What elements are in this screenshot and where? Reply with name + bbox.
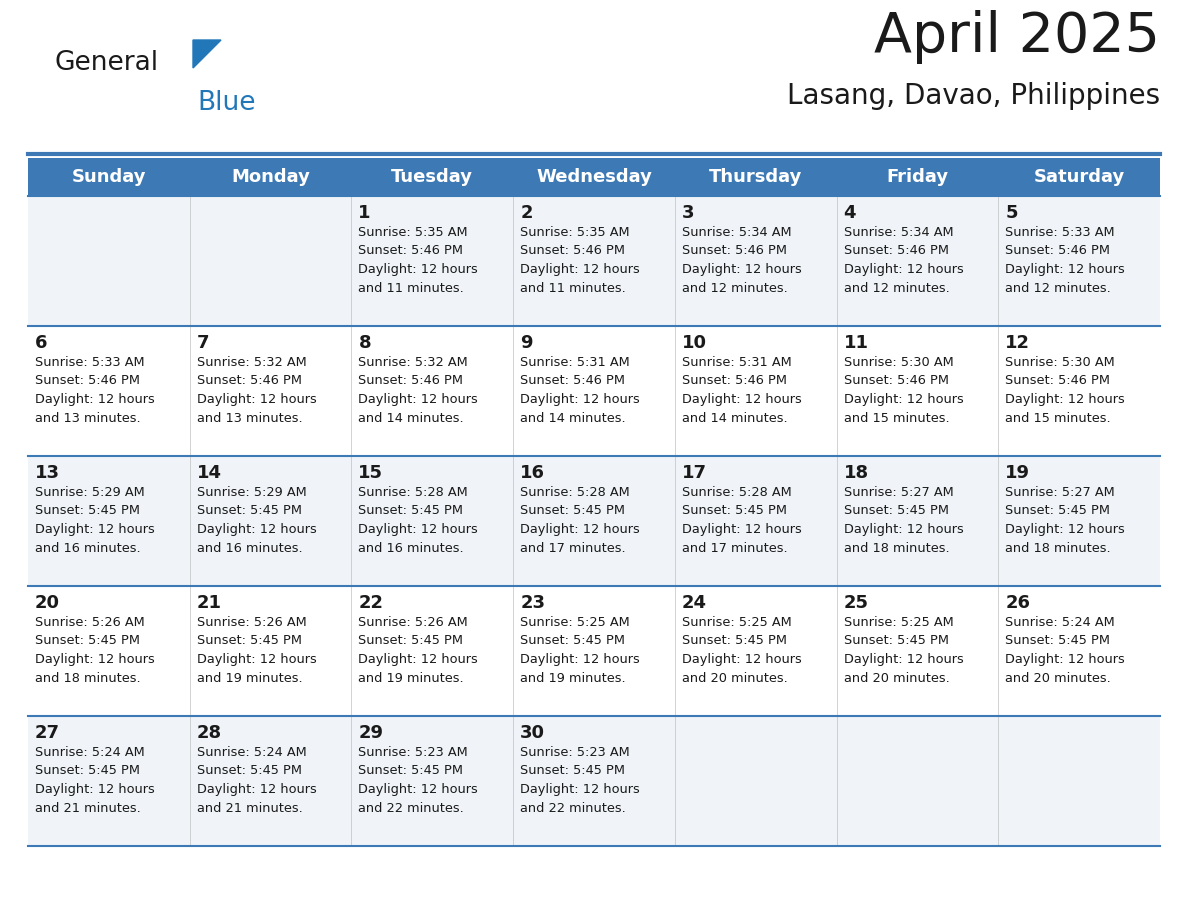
- Bar: [29, 196, 1159, 326]
- Text: Sunrise: 5:32 AM
Sunset: 5:46 PM
Daylight: 12 hours
and 13 minutes.: Sunrise: 5:32 AM Sunset: 5:46 PM Dayligh…: [197, 356, 316, 424]
- Text: 5: 5: [1005, 204, 1018, 222]
- Text: Sunrise: 5:26 AM
Sunset: 5:45 PM
Daylight: 12 hours
and 19 minutes.: Sunrise: 5:26 AM Sunset: 5:45 PM Dayligh…: [197, 616, 316, 685]
- Text: 6: 6: [34, 334, 48, 352]
- Text: Sunrise: 5:29 AM
Sunset: 5:45 PM
Daylight: 12 hours
and 16 minutes.: Sunrise: 5:29 AM Sunset: 5:45 PM Dayligh…: [34, 486, 154, 554]
- Text: Sunrise: 5:34 AM
Sunset: 5:46 PM
Daylight: 12 hours
and 12 minutes.: Sunrise: 5:34 AM Sunset: 5:46 PM Dayligh…: [682, 226, 802, 295]
- Text: 20: 20: [34, 594, 61, 612]
- Text: Lasang, Davao, Philippines: Lasang, Davao, Philippines: [786, 82, 1159, 110]
- Bar: [29, 326, 1159, 456]
- Text: Sunrise: 5:25 AM
Sunset: 5:45 PM
Daylight: 12 hours
and 19 minutes.: Sunrise: 5:25 AM Sunset: 5:45 PM Dayligh…: [520, 616, 640, 685]
- Text: Sunrise: 5:35 AM
Sunset: 5:46 PM
Daylight: 12 hours
and 11 minutes.: Sunrise: 5:35 AM Sunset: 5:46 PM Dayligh…: [359, 226, 479, 295]
- Text: 23: 23: [520, 594, 545, 612]
- Text: Sunrise: 5:23 AM
Sunset: 5:45 PM
Daylight: 12 hours
and 22 minutes.: Sunrise: 5:23 AM Sunset: 5:45 PM Dayligh…: [520, 746, 640, 814]
- Text: 12: 12: [1005, 334, 1030, 352]
- Text: Sunrise: 5:29 AM
Sunset: 5:45 PM
Daylight: 12 hours
and 16 minutes.: Sunrise: 5:29 AM Sunset: 5:45 PM Dayligh…: [197, 486, 316, 554]
- Text: Friday: Friday: [886, 168, 948, 186]
- Text: Sunrise: 5:31 AM
Sunset: 5:46 PM
Daylight: 12 hours
and 14 minutes.: Sunrise: 5:31 AM Sunset: 5:46 PM Dayligh…: [682, 356, 802, 424]
- Text: 22: 22: [359, 594, 384, 612]
- Text: Blue: Blue: [197, 90, 255, 116]
- Text: Saturday: Saturday: [1034, 168, 1125, 186]
- Text: 15: 15: [359, 464, 384, 482]
- Text: Sunrise: 5:33 AM
Sunset: 5:46 PM
Daylight: 12 hours
and 12 minutes.: Sunrise: 5:33 AM Sunset: 5:46 PM Dayligh…: [1005, 226, 1125, 295]
- Text: 29: 29: [359, 724, 384, 742]
- Text: Tuesday: Tuesday: [391, 168, 473, 186]
- Text: 9: 9: [520, 334, 532, 352]
- Text: Sunrise: 5:34 AM
Sunset: 5:46 PM
Daylight: 12 hours
and 12 minutes.: Sunrise: 5:34 AM Sunset: 5:46 PM Dayligh…: [843, 226, 963, 295]
- Text: Sunrise: 5:24 AM
Sunset: 5:45 PM
Daylight: 12 hours
and 20 minutes.: Sunrise: 5:24 AM Sunset: 5:45 PM Dayligh…: [1005, 616, 1125, 685]
- Text: Sunrise: 5:32 AM
Sunset: 5:46 PM
Daylight: 12 hours
and 14 minutes.: Sunrise: 5:32 AM Sunset: 5:46 PM Dayligh…: [359, 356, 479, 424]
- Text: Sunrise: 5:30 AM
Sunset: 5:46 PM
Daylight: 12 hours
and 15 minutes.: Sunrise: 5:30 AM Sunset: 5:46 PM Dayligh…: [1005, 356, 1125, 424]
- Text: April 2025: April 2025: [874, 10, 1159, 64]
- Text: Monday: Monday: [232, 168, 310, 186]
- Text: Sunrise: 5:26 AM
Sunset: 5:45 PM
Daylight: 12 hours
and 18 minutes.: Sunrise: 5:26 AM Sunset: 5:45 PM Dayligh…: [34, 616, 154, 685]
- Text: Sunrise: 5:31 AM
Sunset: 5:46 PM
Daylight: 12 hours
and 14 minutes.: Sunrise: 5:31 AM Sunset: 5:46 PM Dayligh…: [520, 356, 640, 424]
- Text: 3: 3: [682, 204, 694, 222]
- Text: 27: 27: [34, 724, 61, 742]
- Text: 28: 28: [197, 724, 222, 742]
- Text: Wednesday: Wednesday: [536, 168, 652, 186]
- Text: 10: 10: [682, 334, 707, 352]
- Bar: [29, 158, 1159, 196]
- Text: 4: 4: [843, 204, 857, 222]
- Polygon shape: [192, 40, 221, 68]
- Text: 14: 14: [197, 464, 222, 482]
- Text: 21: 21: [197, 594, 222, 612]
- Text: 13: 13: [34, 464, 61, 482]
- Text: 2: 2: [520, 204, 532, 222]
- Text: 30: 30: [520, 724, 545, 742]
- Text: Sunrise: 5:24 AM
Sunset: 5:45 PM
Daylight: 12 hours
and 21 minutes.: Sunrise: 5:24 AM Sunset: 5:45 PM Dayligh…: [34, 746, 154, 814]
- Text: 24: 24: [682, 594, 707, 612]
- Text: Sunrise: 5:30 AM
Sunset: 5:46 PM
Daylight: 12 hours
and 15 minutes.: Sunrise: 5:30 AM Sunset: 5:46 PM Dayligh…: [843, 356, 963, 424]
- Text: Sunrise: 5:28 AM
Sunset: 5:45 PM
Daylight: 12 hours
and 17 minutes.: Sunrise: 5:28 AM Sunset: 5:45 PM Dayligh…: [520, 486, 640, 554]
- Text: 8: 8: [359, 334, 371, 352]
- Text: Sunrise: 5:27 AM
Sunset: 5:45 PM
Daylight: 12 hours
and 18 minutes.: Sunrise: 5:27 AM Sunset: 5:45 PM Dayligh…: [843, 486, 963, 554]
- Text: Sunrise: 5:26 AM
Sunset: 5:45 PM
Daylight: 12 hours
and 19 minutes.: Sunrise: 5:26 AM Sunset: 5:45 PM Dayligh…: [359, 616, 479, 685]
- Text: 19: 19: [1005, 464, 1030, 482]
- Text: Sunrise: 5:25 AM
Sunset: 5:45 PM
Daylight: 12 hours
and 20 minutes.: Sunrise: 5:25 AM Sunset: 5:45 PM Dayligh…: [843, 616, 963, 685]
- Text: Sunrise: 5:33 AM
Sunset: 5:46 PM
Daylight: 12 hours
and 13 minutes.: Sunrise: 5:33 AM Sunset: 5:46 PM Dayligh…: [34, 356, 154, 424]
- Text: 11: 11: [843, 334, 868, 352]
- Text: General: General: [55, 50, 159, 76]
- Text: Thursday: Thursday: [709, 168, 802, 186]
- Text: 18: 18: [843, 464, 868, 482]
- Text: 25: 25: [843, 594, 868, 612]
- Bar: [29, 716, 1159, 846]
- Text: 16: 16: [520, 464, 545, 482]
- Bar: [29, 456, 1159, 586]
- Text: 17: 17: [682, 464, 707, 482]
- Text: 7: 7: [197, 334, 209, 352]
- Text: 26: 26: [1005, 594, 1030, 612]
- Text: Sunrise: 5:25 AM
Sunset: 5:45 PM
Daylight: 12 hours
and 20 minutes.: Sunrise: 5:25 AM Sunset: 5:45 PM Dayligh…: [682, 616, 802, 685]
- Text: Sunrise: 5:27 AM
Sunset: 5:45 PM
Daylight: 12 hours
and 18 minutes.: Sunrise: 5:27 AM Sunset: 5:45 PM Dayligh…: [1005, 486, 1125, 554]
- Text: Sunrise: 5:23 AM
Sunset: 5:45 PM
Daylight: 12 hours
and 22 minutes.: Sunrise: 5:23 AM Sunset: 5:45 PM Dayligh…: [359, 746, 479, 814]
- Text: Sunrise: 5:28 AM
Sunset: 5:45 PM
Daylight: 12 hours
and 16 minutes.: Sunrise: 5:28 AM Sunset: 5:45 PM Dayligh…: [359, 486, 479, 554]
- Bar: [29, 586, 1159, 716]
- Text: Sunday: Sunday: [71, 168, 146, 186]
- Text: Sunrise: 5:35 AM
Sunset: 5:46 PM
Daylight: 12 hours
and 11 minutes.: Sunrise: 5:35 AM Sunset: 5:46 PM Dayligh…: [520, 226, 640, 295]
- Text: Sunrise: 5:28 AM
Sunset: 5:45 PM
Daylight: 12 hours
and 17 minutes.: Sunrise: 5:28 AM Sunset: 5:45 PM Dayligh…: [682, 486, 802, 554]
- Text: Sunrise: 5:24 AM
Sunset: 5:45 PM
Daylight: 12 hours
and 21 minutes.: Sunrise: 5:24 AM Sunset: 5:45 PM Dayligh…: [197, 746, 316, 814]
- Text: 1: 1: [359, 204, 371, 222]
